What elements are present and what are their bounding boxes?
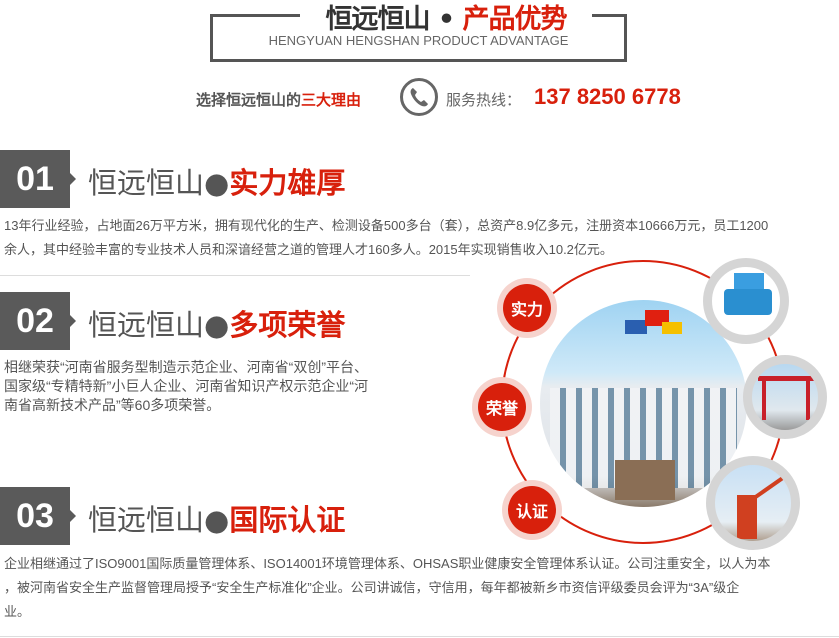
phone-icon bbox=[400, 78, 438, 116]
badge-label: 荣誉 bbox=[478, 383, 526, 431]
text-line: 相继荣获“河南省服务型制造示范企业、河南省“双创”平台、 bbox=[4, 359, 368, 375]
text-line: ，被河南省安全生产监督管理局授予“安全生产标准化”企业。公司讲诚信，守信用，每年… bbox=[4, 580, 740, 595]
bullet-dot: ● bbox=[204, 503, 230, 537]
section-title-black: 恒远恒山 bbox=[88, 503, 205, 537]
badge-certification: 认证 bbox=[502, 480, 562, 540]
title-frame-line bbox=[210, 14, 300, 17]
section-text: 企业相继通过了ISO9001国际质量管理体系、ISO14001环境管理体系、OH… bbox=[4, 552, 839, 624]
section-title: 恒远恒山●国际认证 bbox=[88, 497, 345, 539]
reasons-heading: 选择恒远恒山的三大理由 bbox=[196, 89, 361, 110]
section-text: 相继荣获“河南省服务型制造示范企业、河南省“双创”平台、 国家级“专精特新”小巨… bbox=[4, 358, 464, 415]
section-text: 13年行业经验，占地面26万平方米，拥有现代化的生产、检测设备500多台（套），… bbox=[4, 214, 839, 262]
section-number: 03 bbox=[0, 487, 76, 545]
divider bbox=[0, 636, 839, 637]
section-number: 02 bbox=[0, 292, 76, 350]
badge-strength: 实力 bbox=[497, 278, 557, 338]
section-title-black: 恒远恒山 bbox=[88, 166, 205, 200]
hoist-photo bbox=[703, 258, 789, 344]
title-red: 产品优势 bbox=[462, 4, 568, 35]
reasons-prefix: 选择恒远恒山的 bbox=[196, 91, 302, 109]
section-title-black: 恒远恒山 bbox=[88, 308, 205, 342]
flag bbox=[625, 320, 647, 334]
hotline-label: 服务热线： bbox=[446, 91, 522, 109]
building-entrance bbox=[615, 460, 675, 500]
flag bbox=[662, 322, 682, 334]
section-number: 01 bbox=[0, 150, 76, 208]
bullet-dot: ● bbox=[204, 308, 230, 342]
page-subtitle: HENGYUAN HENGSHAN PRODUCT ADVANTAGE bbox=[268, 33, 569, 48]
bullet-dot: ● bbox=[204, 166, 230, 200]
badge-honor: 荣誉 bbox=[472, 377, 532, 437]
title-separator: • bbox=[437, 4, 455, 35]
section-title-red: 实力雄厚 bbox=[229, 166, 346, 200]
text-line: 业。 bbox=[4, 604, 31, 619]
reasons-red: 三大理由 bbox=[301, 91, 362, 109]
divider bbox=[0, 275, 470, 276]
page-title: 恒远恒山 • 产品优势 bbox=[300, 0, 592, 36]
text-line: 余人，其中经验丰富的专业技术人员和深谙经营之道的管理人才160多人。2015年实… bbox=[4, 242, 613, 257]
text-line: 南省高新技术产品”等60多项荣誉。 bbox=[4, 397, 221, 413]
title-frame-line bbox=[592, 14, 627, 17]
text-line: 国家级“专精特新”小巨人企业、河南省知识产权示范企业“河 bbox=[4, 378, 368, 394]
text-line: 13年行业经验，占地面26万平方米，拥有现代化的生产、检测设备500多台（套），… bbox=[4, 218, 769, 233]
building-photo bbox=[540, 300, 747, 507]
gantry-crane-photo bbox=[743, 355, 827, 439]
text-line: 企业相继通过了ISO9001国际质量管理体系、ISO14001环境管理体系、OH… bbox=[4, 556, 771, 571]
title-frame bbox=[210, 14, 627, 62]
portal-crane-photo bbox=[706, 456, 800, 550]
section-title: 恒远恒山●实力雄厚 bbox=[88, 160, 345, 202]
badge-label: 认证 bbox=[508, 486, 556, 534]
section-title: 恒远恒山●多项荣誉 bbox=[88, 302, 345, 344]
section-title-red: 多项荣誉 bbox=[229, 308, 346, 342]
hotline-number[interactable]: 137 8250 6778 bbox=[534, 84, 681, 109]
title-black: 恒远恒山 bbox=[325, 4, 430, 35]
badge-label: 实力 bbox=[503, 284, 551, 332]
section-title-red: 国际认证 bbox=[229, 503, 346, 537]
